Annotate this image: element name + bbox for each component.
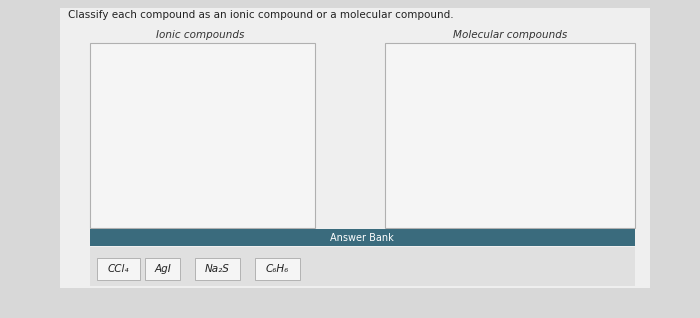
Bar	[90, 247, 635, 286]
Text: Molecular compounds: Molecular compounds	[453, 30, 567, 40]
Text: C₆H₆: C₆H₆	[266, 264, 289, 274]
Text: Classify each compound as an ionic compound or a molecular compound.: Classify each compound as an ionic compo…	[68, 10, 454, 20]
Text: Ionic compounds: Ionic compounds	[156, 30, 244, 40]
Bar	[385, 43, 635, 228]
Text: Na₂S: Na₂S	[205, 264, 230, 274]
Bar	[90, 43, 315, 228]
Bar	[255, 258, 300, 280]
Text: Answer Bank: Answer Bank	[330, 233, 394, 243]
Bar	[60, 8, 650, 288]
Bar	[97, 258, 140, 280]
Bar	[195, 258, 240, 280]
Text: AgI: AgI	[154, 264, 171, 274]
Bar	[90, 229, 635, 246]
Bar	[145, 258, 180, 280]
Text: CCl₄: CCl₄	[108, 264, 130, 274]
